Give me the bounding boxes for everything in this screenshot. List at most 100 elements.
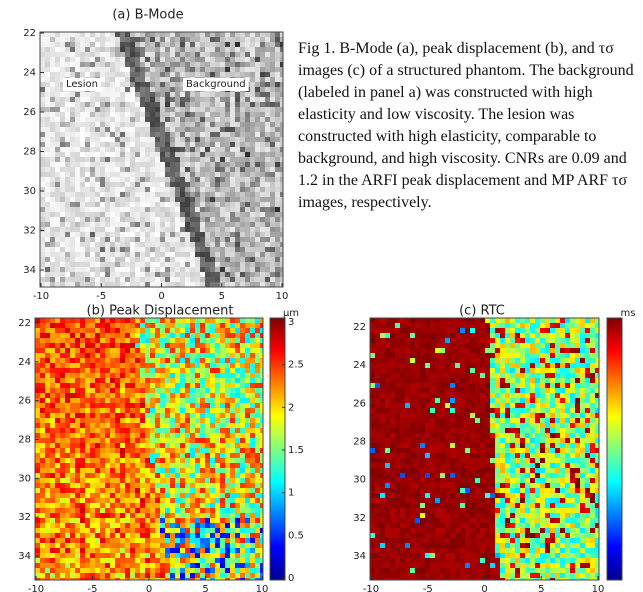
image-pixel [70, 67, 75, 72]
image-pixel [195, 237, 200, 242]
image-pixel [55, 453, 60, 458]
image-pixel [60, 197, 65, 202]
image-pixel [215, 227, 220, 232]
image-pixel [125, 438, 130, 443]
image-pixel [230, 257, 235, 262]
image-pixel [210, 353, 215, 358]
image-pixel [215, 388, 220, 393]
image-pixel [65, 127, 70, 132]
image-pixel [80, 207, 85, 212]
image-pixel [160, 192, 165, 197]
image-pixel [55, 468, 60, 473]
image-pixel [95, 132, 100, 137]
image-pixel [215, 328, 220, 333]
image-pixel [120, 443, 125, 448]
image-pixel [85, 443, 90, 448]
image-pixel [225, 127, 230, 132]
image-pixel [120, 573, 125, 578]
image-pixel [215, 282, 220, 287]
image-pixel [35, 333, 40, 338]
image-pixel [50, 553, 55, 558]
image-pixel [200, 187, 205, 192]
image-pixel [125, 433, 130, 438]
image-pixel [230, 543, 235, 548]
image-pixel [105, 187, 110, 192]
image-pixel [255, 37, 260, 42]
image-pixel [160, 122, 165, 127]
image-pixel [145, 42, 150, 47]
image-pixel [265, 57, 270, 62]
image-pixel [250, 338, 255, 343]
image-pixel [185, 573, 190, 578]
image-pixel [145, 498, 150, 503]
image-pixel [275, 177, 280, 182]
image-pixel [50, 438, 55, 443]
image-pixel [125, 338, 130, 343]
image-pixel [180, 393, 185, 398]
image-pixel [185, 423, 190, 428]
image-pixel [115, 528, 120, 533]
image-pixel [105, 373, 110, 378]
image-pixel [75, 423, 80, 428]
image-pixel [65, 333, 70, 338]
image-pixel [90, 448, 95, 453]
image-pixel [185, 102, 190, 107]
image-pixel [215, 162, 220, 167]
image-pixel [50, 443, 55, 448]
image-pixel [140, 207, 145, 212]
image-pixel [230, 323, 235, 328]
x-tick-label: 5 [219, 291, 225, 302]
image-pixel [185, 388, 190, 393]
image-pixel [35, 563, 40, 568]
image-pixel [200, 563, 205, 568]
image-pixel [120, 383, 125, 388]
image-pixel [170, 353, 175, 358]
image-pixel [165, 257, 170, 262]
image-pixel [190, 548, 195, 553]
image-pixel [50, 523, 55, 528]
image-pixel [115, 137, 120, 142]
image-pixel [100, 272, 105, 277]
image-pixel [50, 388, 55, 393]
image-pixel [175, 92, 180, 97]
image-pixel [230, 528, 235, 533]
image-pixel [110, 272, 115, 277]
image-pixel [160, 182, 165, 187]
image-pixel [55, 157, 60, 162]
image-pixel [140, 117, 145, 122]
image-pixel [70, 272, 75, 277]
image-pixel [95, 428, 100, 433]
image-pixel [120, 127, 125, 132]
image-pixel [75, 252, 80, 257]
image-pixel [240, 513, 245, 518]
image-pixel [220, 553, 225, 558]
image-pixel [175, 122, 180, 127]
image-pixel [275, 167, 280, 172]
image-pixel [95, 548, 100, 553]
image-pixel [265, 202, 270, 207]
image-pixel [170, 72, 175, 77]
image-pixel [85, 483, 90, 488]
image-pixel [170, 413, 175, 418]
image-pixel [250, 77, 255, 82]
image-pixel [120, 102, 125, 107]
image-pixel [180, 197, 185, 202]
image-pixel [35, 383, 40, 388]
image-pixel [80, 508, 85, 513]
image-pixel [205, 528, 210, 533]
image-pixel [85, 217, 90, 222]
image-pixel [190, 453, 195, 458]
image-pixel [140, 558, 145, 563]
image-pixel [230, 112, 235, 117]
image-pixel [110, 343, 115, 348]
image-pixel [155, 388, 160, 393]
image-pixel [110, 518, 115, 523]
image-pixel [40, 207, 45, 212]
image-pixel [215, 338, 220, 343]
image-pixel [170, 373, 175, 378]
image-pixel [195, 147, 200, 152]
image-pixel [95, 207, 100, 212]
image-pixel [230, 57, 235, 62]
image-pixel [215, 132, 220, 137]
image-pixel [70, 473, 75, 478]
